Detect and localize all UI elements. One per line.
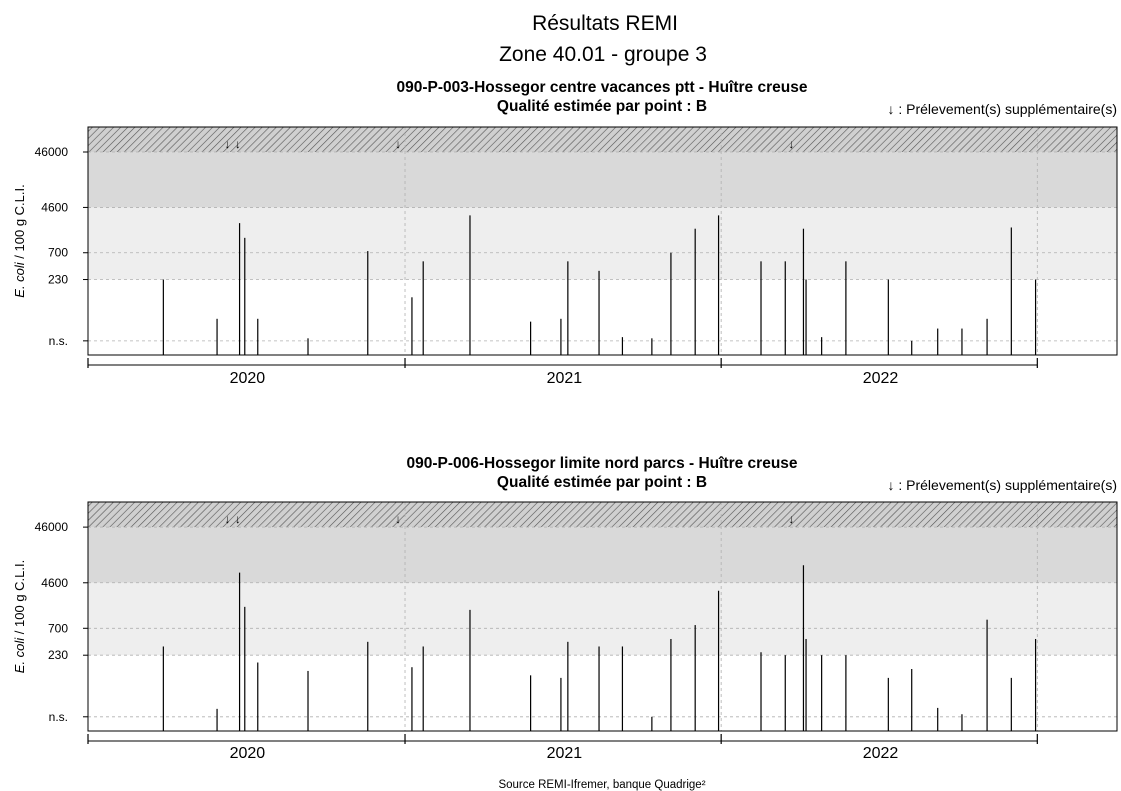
extra-sample-arrow: ↓ bbox=[395, 512, 401, 526]
source-note: Source REMI-Ifremer, banque Quadrige² bbox=[498, 779, 705, 791]
y-axis-label-italic: E. coli bbox=[12, 637, 27, 674]
panel-hossegor-centre-vacances: 090-P-003-Hossegor centre vacances ptt -… bbox=[12, 79, 1118, 387]
band-light bbox=[88, 207, 1117, 280]
x-tick-label: 2021 bbox=[547, 745, 583, 762]
y-axis-label: E. coli / 100 g C.L.I. bbox=[12, 560, 27, 673]
x-tick-label: 2022 bbox=[863, 370, 899, 387]
extra-sample-arrow: ↓ bbox=[235, 137, 241, 151]
y-axis-label-unit: / 100 g C.L.I. bbox=[12, 184, 27, 262]
extra-sample-arrow: ↓ bbox=[235, 512, 241, 526]
y-tick-label: 700 bbox=[48, 246, 68, 260]
y-tick-label: 4600 bbox=[41, 200, 68, 214]
y-tick-label: 46000 bbox=[35, 145, 69, 159]
extra-sample-arrow: ↓ bbox=[395, 137, 401, 151]
extra-sample-legend: ↓ : Prélevement(s) supplémentaire(s) bbox=[887, 477, 1117, 493]
y-axis-label: E. coli / 100 g C.L.I. bbox=[12, 184, 27, 297]
panel-title: 090-P-006-Hossegor limite nord parcs - H… bbox=[406, 455, 797, 472]
chart-title: Résultats REMI bbox=[532, 12, 678, 35]
y-tick-label: 230 bbox=[48, 273, 68, 287]
panel-title: 090-P-003-Hossegor centre vacances ptt -… bbox=[397, 79, 808, 96]
extra-sample-arrow: ↓ bbox=[788, 512, 794, 526]
chart-subtitle: Zone 40.01 - groupe 3 bbox=[499, 43, 707, 66]
band-dark bbox=[88, 152, 1117, 208]
y-tick-label: 230 bbox=[48, 648, 68, 662]
quality-label: Qualité estimée par point : B bbox=[497, 98, 707, 115]
plot-frame bbox=[87, 126, 1118, 356]
extra-sample-arrow: ↓ bbox=[788, 137, 794, 151]
band-hatch bbox=[88, 502, 1117, 528]
y-axis-label-unit: / 100 g C.L.I. bbox=[12, 560, 27, 638]
y-tick-label: 700 bbox=[48, 621, 68, 635]
y-tick-label: 4600 bbox=[41, 576, 68, 590]
panel-hossegor-limite-nord: 090-P-006-Hossegor limite nord parcs - H… bbox=[12, 455, 1118, 762]
y-tick-label: n.s. bbox=[49, 710, 68, 724]
y-axis-label-italic: E. coli bbox=[12, 261, 27, 298]
band-hatch bbox=[88, 127, 1117, 153]
x-tick-label: 2021 bbox=[547, 370, 583, 387]
quality-label: Qualité estimée par point : B bbox=[497, 474, 707, 491]
x-tick-label: 2020 bbox=[230, 370, 266, 387]
extra-sample-arrow: ↓ bbox=[224, 137, 230, 151]
y-tick-label: n.s. bbox=[49, 334, 68, 348]
y-tick-label: 46000 bbox=[35, 520, 69, 534]
x-tick-label: 2022 bbox=[863, 745, 899, 762]
x-tick-label: 2020 bbox=[230, 745, 266, 762]
plot-frame bbox=[87, 501, 1118, 732]
band-light bbox=[88, 582, 1117, 656]
extra-sample-arrow: ↓ bbox=[224, 512, 230, 526]
extra-sample-legend: ↓ : Prélevement(s) supplémentaire(s) bbox=[887, 101, 1117, 117]
band-dark bbox=[88, 527, 1117, 583]
